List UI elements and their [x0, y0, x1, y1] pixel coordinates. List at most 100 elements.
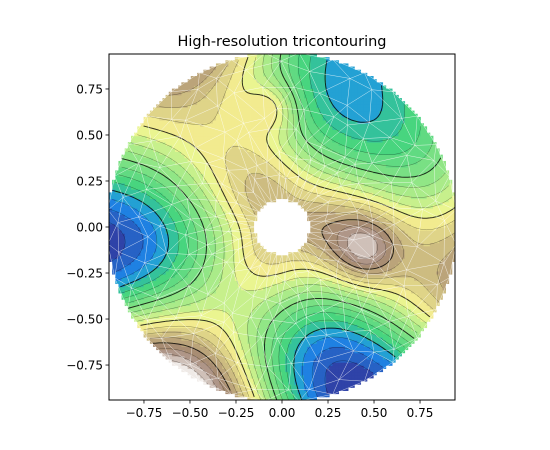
- contour-cell: [234, 387, 239, 391]
- contour-cell: [291, 337, 295, 341]
- contour-cell: [348, 324, 352, 329]
- contour-cell: [225, 340, 229, 344]
- contour-cell: [442, 289, 446, 294]
- contour-cell: [313, 371, 317, 376]
- contour-cell: [373, 274, 377, 278]
- contour-cell: [351, 318, 355, 322]
- contour-cell: [326, 390, 330, 395]
- contour-cell: [429, 252, 434, 256]
- contour-cell: [228, 355, 233, 360]
- contour-cell: [162, 340, 167, 344]
- contour-cell: [310, 318, 314, 322]
- contour-cell: [288, 299, 292, 303]
- contour-cell: [266, 296, 270, 300]
- contour-cell: [316, 252, 321, 256]
- contour-cell: [200, 305, 204, 310]
- contour-cell: [272, 337, 277, 341]
- contour-cell: [181, 264, 185, 269]
- contour-cell: [363, 236, 368, 240]
- contour-cell: [143, 299, 148, 303]
- contour-cell: [332, 242, 336, 247]
- contour-cell: [165, 255, 170, 259]
- contour-cell: [143, 264, 148, 269]
- contour-cell: [184, 296, 189, 300]
- contour-cell: [357, 233, 362, 237]
- contour-cell: [259, 311, 264, 316]
- contour-cell: [184, 261, 189, 266]
- contour-cell: [388, 223, 393, 228]
- contour-cell: [131, 252, 135, 256]
- contour-cell: [442, 267, 446, 272]
- contour-cell: [322, 352, 327, 357]
- contour-cell: [219, 349, 223, 354]
- contour-cell: [184, 349, 189, 354]
- contour-cell: [313, 255, 317, 259]
- contour-cell: [197, 355, 201, 360]
- contour-cell: [159, 267, 163, 272]
- contour-cell: [436, 252, 440, 256]
- contour-cell: [127, 245, 132, 250]
- contour-cell: [234, 340, 239, 344]
- contour-cell: [448, 230, 453, 234]
- contour-cell: [370, 359, 374, 363]
- contour-cell: [241, 359, 245, 363]
- contour-cell: [162, 233, 167, 237]
- contour-cell: [329, 264, 333, 269]
- contour-cell: [259, 271, 264, 275]
- contour-cell: [193, 271, 198, 275]
- contour-cell: [234, 252, 239, 256]
- contour-cell: [234, 308, 239, 313]
- contour-cell: [206, 333, 211, 338]
- contour-cell: [326, 296, 330, 300]
- contour-cell: [313, 343, 317, 347]
- contour-cell: [140, 293, 144, 297]
- contour-cell: [335, 365, 340, 369]
- contour-cell: [429, 299, 434, 303]
- contour-cell: [332, 330, 336, 335]
- contour-cell: [247, 280, 251, 285]
- contour-cell: [348, 374, 352, 379]
- contour-cell: [385, 337, 390, 341]
- contour-cell: [360, 267, 365, 272]
- contour-cell: [335, 233, 340, 237]
- contour-cell: [442, 277, 446, 281]
- contour-cell: [414, 327, 418, 332]
- contour-cell: [219, 274, 223, 278]
- contour-cell: [401, 337, 406, 341]
- contour-cell: [351, 220, 355, 225]
- contour-cell: [225, 381, 229, 385]
- contour-cell: [219, 384, 223, 388]
- contour-cell: [332, 343, 336, 347]
- contour-cell: [278, 283, 283, 288]
- contour-cell: [326, 283, 330, 288]
- contour-cell: [178, 239, 182, 244]
- contour-cell: [329, 302, 333, 307]
- contour-cell: [269, 308, 273, 313]
- contour-cell: [209, 217, 214, 222]
- contour-cell: [181, 346, 185, 351]
- contour-cell: [244, 293, 248, 297]
- contour-cell: [250, 274, 255, 278]
- contour-cell: [275, 333, 280, 338]
- contour-cell: [357, 311, 362, 316]
- contour-cell: [291, 261, 295, 266]
- contour-cell: [203, 252, 207, 256]
- contour-cell: [109, 252, 113, 256]
- contour-cell: [310, 377, 314, 382]
- contour-cell: [429, 227, 434, 231]
- contour-cell: [168, 267, 173, 272]
- contour-cell: [219, 368, 223, 373]
- contour-cell: [398, 327, 402, 332]
- contour-cell: [382, 352, 387, 357]
- contour-cell: [200, 362, 204, 366]
- contour-cell: [288, 359, 292, 363]
- contour-cell: [344, 352, 349, 357]
- contour-cell: [363, 340, 368, 344]
- contour-cell: [382, 359, 387, 363]
- contour-cell: [282, 308, 286, 313]
- contour-cell: [269, 255, 273, 259]
- contour-cell: [241, 242, 245, 247]
- contour-cell: [146, 289, 151, 294]
- contour-cell: [197, 242, 201, 247]
- contour-cell: [363, 271, 368, 275]
